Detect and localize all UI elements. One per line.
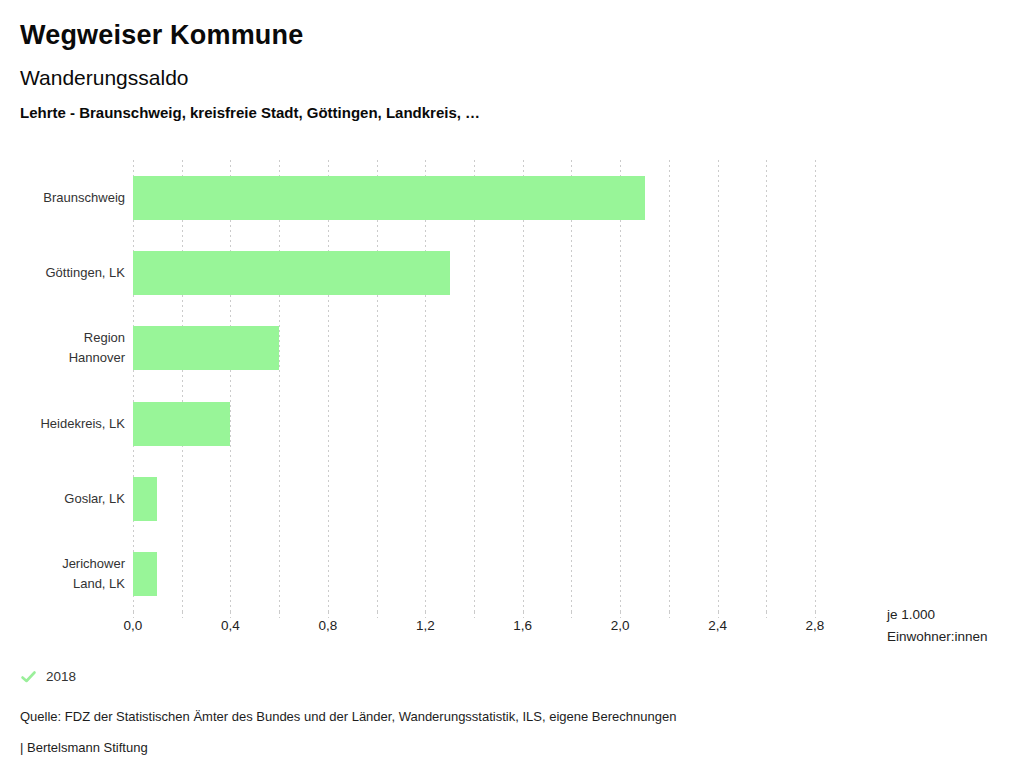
chart-row <box>133 461 815 536</box>
category-label-line: Braunschweig <box>43 188 125 208</box>
chart-row <box>133 311 815 386</box>
category-label: Goslar, LK <box>0 461 125 536</box>
x-tick-label: 0,0 <box>124 618 143 633</box>
x-axis-unit-label: je 1.000 Einwohner:innen <box>887 604 988 648</box>
category-label: Braunschweig <box>0 160 125 235</box>
source-line: Quelle: FDZ der Statistischen Ämter des … <box>20 709 676 724</box>
x-axis-unit-line2: Einwohner:innen <box>887 626 988 648</box>
chart-row <box>133 537 815 612</box>
chart-bar[interactable] <box>133 176 645 220</box>
chart-bar[interactable] <box>133 402 230 446</box>
chart-title: Wanderungssaldo <box>20 66 189 90</box>
check-icon <box>20 668 37 685</box>
category-label-line: Göttingen, LK <box>46 263 126 283</box>
selected-regions-line: Lehrte - Braunschweig, kreisfreie Stadt,… <box>20 104 480 121</box>
x-tick-label: 1,2 <box>416 618 435 633</box>
chart-bar[interactable] <box>133 326 279 370</box>
category-label-line: Jerichower <box>62 554 125 574</box>
bar-rows <box>133 160 815 612</box>
category-label: JerichowerLand, LK <box>0 537 125 612</box>
category-label: Göttingen, LK <box>0 235 125 310</box>
chart-bar[interactable] <box>133 251 450 295</box>
chart-row <box>133 235 815 310</box>
page-title: Wegweiser Kommune <box>20 20 303 51</box>
legend-item-2018[interactable]: 2018 <box>20 668 76 685</box>
category-label-line: Hannover <box>69 348 125 368</box>
x-tick-label: 0,4 <box>221 618 240 633</box>
chart-row <box>133 386 815 461</box>
gridline <box>815 160 816 612</box>
bar-chart-plot-area <box>133 160 815 612</box>
chart-bar[interactable] <box>133 552 157 596</box>
x-tick-label: 0,8 <box>318 618 337 633</box>
chart-row <box>133 160 815 235</box>
x-axis-tick-labels: 0,00,40,81,21,62,02,42,8 <box>133 618 815 634</box>
category-label-line: Heidekreis, LK <box>40 414 125 434</box>
x-tick-label: 2,0 <box>611 618 630 633</box>
category-label-line: Land, LK <box>73 574 125 594</box>
x-tick-label: 2,8 <box>806 618 825 633</box>
x-axis-unit-line1: je 1.000 <box>887 604 988 626</box>
chart-bar[interactable] <box>133 477 157 521</box>
category-label-line: Goslar, LK <box>64 489 125 509</box>
x-tick-label: 1,6 <box>513 618 532 633</box>
y-axis-category-labels: BraunschweigGöttingen, LKRegionHannoverH… <box>0 160 125 612</box>
category-label: RegionHannover <box>0 311 125 386</box>
x-tick-label: 2,4 <box>708 618 727 633</box>
wegweiser-kommune-chart-page: Wegweiser Kommune Wanderungssaldo Lehrte… <box>0 0 1024 780</box>
category-label: Heidekreis, LK <box>0 386 125 461</box>
legend-label: 2018 <box>46 669 76 684</box>
attribution-line: | Bertelsmann Stiftung <box>20 740 148 755</box>
category-label-line: Region <box>84 328 125 348</box>
